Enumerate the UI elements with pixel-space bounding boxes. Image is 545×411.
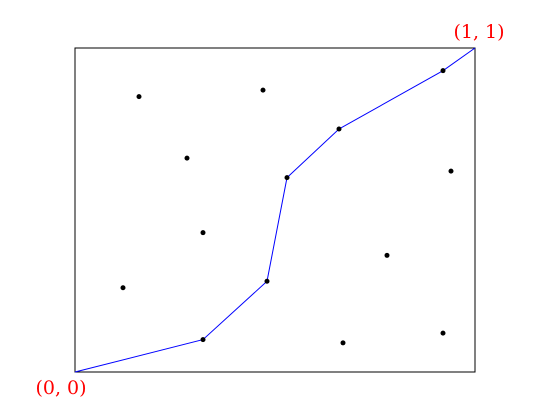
point bbox=[448, 168, 454, 174]
point bbox=[260, 87, 266, 93]
corner-label: (0, 0) bbox=[35, 377, 86, 399]
path-vertex bbox=[440, 68, 446, 74]
path-vertex bbox=[336, 126, 342, 132]
point bbox=[384, 252, 390, 258]
point bbox=[184, 155, 190, 161]
path-vertex bbox=[200, 337, 206, 343]
path-line bbox=[74, 47, 476, 373]
point bbox=[340, 340, 346, 346]
corner-label: (1, 1) bbox=[453, 21, 504, 43]
point bbox=[200, 230, 206, 236]
path-vertex bbox=[264, 278, 270, 284]
point bbox=[120, 285, 126, 291]
frame bbox=[74, 47, 476, 373]
point bbox=[136, 94, 142, 100]
point bbox=[440, 330, 446, 336]
path-vertex bbox=[284, 175, 290, 181]
